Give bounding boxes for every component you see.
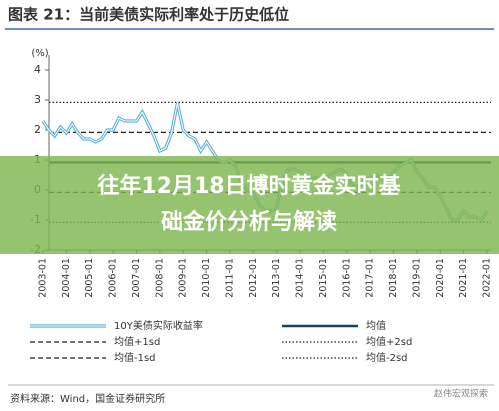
- x-tick-label: 2021-01: [458, 258, 469, 298]
- legend-label: 均值+1sd: [114, 335, 160, 348]
- y-axis-label: (%): [31, 48, 48, 59]
- legend-label: 10Y美债实际收益率: [114, 319, 203, 332]
- x-tick-label: 2017-01: [365, 258, 376, 298]
- x-tick-label: 2012-01: [248, 258, 259, 298]
- legend-label: 均值+2sd: [366, 335, 412, 348]
- x-tick-label: 2005-01: [84, 258, 95, 298]
- x-tick-label: 2011-01: [224, 258, 235, 298]
- legend-label: 均值: [366, 319, 386, 332]
- x-tick-label: 2003-01: [38, 258, 49, 298]
- x-tick-label: 2006-01: [108, 258, 119, 298]
- x-tick-label: 2016-01: [341, 258, 352, 298]
- overlay-title: 础金价分析与解读: [161, 209, 337, 235]
- x-tick-label: 2020-01: [435, 258, 446, 298]
- x-tick-label: 2015-01: [318, 258, 329, 298]
- y-tick-label: 4: [34, 63, 41, 76]
- x-tick-label: 2018-01: [388, 258, 399, 298]
- x-tick-label: 2004-01: [61, 258, 72, 298]
- chart-title: 图表 21：当前美债实际利率处于历史低位: [8, 6, 289, 24]
- x-tick-label: 2014-01: [295, 258, 306, 298]
- overlay-title: 往年12月18日博时黄金实时基: [97, 173, 401, 199]
- source: 资料来源：Wind，国金证券研究所: [10, 392, 165, 405]
- x-tick-label: 2007-01: [131, 258, 142, 298]
- x-tick-label: 2022-01: [482, 258, 493, 298]
- x-tick-label: 2019-01: [411, 258, 422, 298]
- watermark: 赵伟宏观探索: [434, 388, 488, 400]
- overlay-banner: [0, 156, 499, 254]
- x-tick-label: 2013-01: [271, 258, 282, 298]
- x-tick-label: 2008-01: [154, 258, 165, 298]
- y-tick-label: 2: [34, 123, 41, 136]
- y-tick-label: 3: [34, 93, 41, 106]
- legend-label: 均值-2sd: [366, 351, 408, 364]
- legend-label: 均值-1sd: [114, 351, 156, 364]
- x-tick-label: 2009-01: [178, 258, 189, 298]
- x-tick-label: 2010-01: [201, 258, 212, 298]
